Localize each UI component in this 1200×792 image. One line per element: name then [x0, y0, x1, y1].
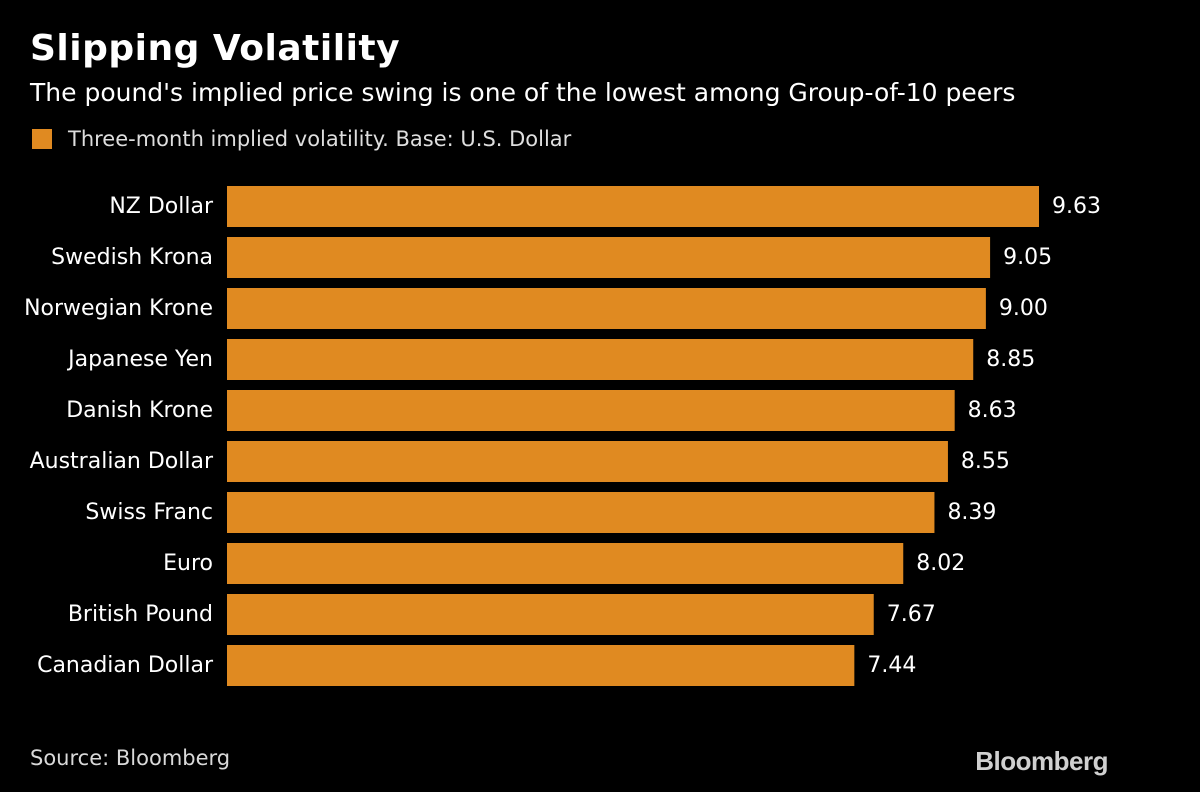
bar-0: [227, 186, 1039, 227]
category-label-6: Swiss Franc: [85, 500, 213, 525]
category-label-3: Japanese Yen: [66, 347, 213, 372]
value-label-3: 8.85: [986, 347, 1035, 372]
bar-5: [227, 441, 948, 482]
category-label-5: Australian Dollar: [30, 449, 214, 474]
value-label-8: 7.67: [887, 602, 936, 627]
bar-1: [227, 237, 991, 278]
value-label-7: 8.02: [916, 551, 965, 576]
category-label-2: Norwegian Krone: [24, 296, 213, 321]
bar-2: [227, 288, 986, 329]
value-label-9: 7.44: [867, 653, 916, 678]
category-label-8: British Pound: [68, 602, 213, 627]
category-label-1: Swedish Krona: [51, 245, 213, 270]
chart-title: Slipping Volatility: [30, 28, 401, 69]
legend-swatch: [32, 129, 52, 149]
source-note: Source: Bloomberg: [30, 746, 231, 770]
category-label-9: Canadian Dollar: [37, 653, 214, 678]
bar-7: [227, 543, 904, 584]
value-label-2: 9.00: [999, 296, 1048, 321]
bar-8: [227, 594, 874, 635]
bar-3: [227, 339, 974, 380]
category-label-4: Danish Krone: [66, 398, 213, 423]
value-label-1: 9.05: [1003, 245, 1052, 270]
legend: Three-month implied volatility. Base: U.…: [32, 127, 571, 151]
bar-4: [227, 390, 955, 431]
bar-6: [227, 492, 935, 533]
value-label-5: 8.55: [961, 449, 1010, 474]
bloomberg-logo: Bloomberg: [975, 746, 1108, 776]
chart-subtitle: The pound's implied price swing is one o…: [30, 78, 1016, 107]
category-label-7: Euro: [163, 551, 213, 576]
value-label-6: 8.39: [947, 500, 996, 525]
category-label-0: NZ Dollar: [109, 194, 214, 219]
value-label-0: 9.63: [1052, 194, 1101, 219]
legend-label: Three-month implied volatility. Base: U.…: [68, 127, 572, 151]
value-label-4: 8.63: [968, 398, 1017, 423]
bar-9: [227, 645, 855, 686]
